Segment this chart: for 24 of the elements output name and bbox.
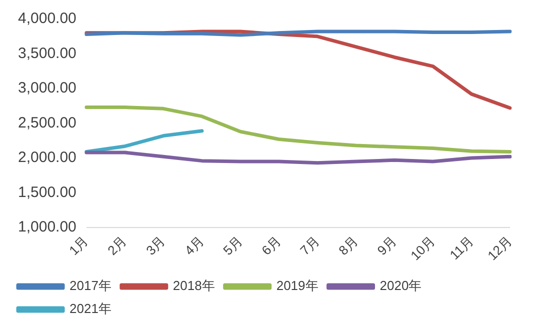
legend-label: 2019年 — [276, 278, 318, 294]
x-tick-label: 6月 — [258, 233, 284, 258]
y-tick-label: 4,000.00 — [18, 10, 76, 28]
legend-label: 2017年 — [70, 278, 112, 294]
x-tick-label: 7月 — [297, 233, 322, 258]
x-tick-label: 5月 — [220, 233, 246, 258]
x-tick-label: 12月 — [484, 233, 515, 264]
x-tick-label: 2月 — [104, 233, 130, 258]
y-tick-label: 2,000.00 — [18, 149, 76, 166]
x-tick-label: 11月 — [446, 233, 476, 262]
x-tick-label: 8月 — [336, 233, 361, 258]
x-tick-label: 3月 — [143, 233, 168, 258]
legend-label: 2018年 — [172, 278, 215, 294]
y-tick-label: 3,500.00 — [18, 44, 76, 62]
x-tick-label: 4月 — [182, 233, 207, 258]
x-tick-label: 10月 — [408, 233, 438, 264]
y-tick-label: 1,500.00 — [18, 184, 76, 201]
y-tick-label: 1,000.00 — [18, 218, 76, 236]
legend-label: 2021年 — [70, 301, 112, 316]
y-tick-label: 3,000.00 — [18, 80, 76, 97]
x-tick-label: 9月 — [374, 233, 400, 258]
y-tick-label: 2,500.00 — [18, 114, 76, 132]
x-tick-label: 1月 — [66, 233, 92, 258]
legend-label: 2020年 — [380, 278, 422, 294]
